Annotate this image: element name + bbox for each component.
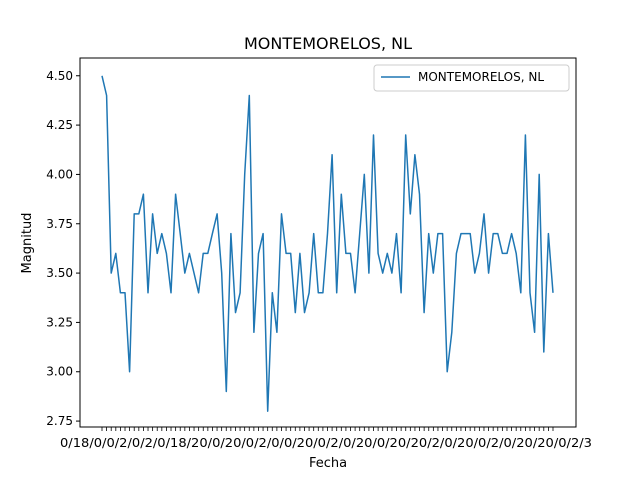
y-tick-label: 3.75	[46, 217, 73, 231]
y-tick-label: 3.50	[46, 266, 73, 280]
y-tick-label: 4.50	[46, 69, 73, 83]
y-tick-label: 3.00	[46, 365, 73, 379]
y-tick-label: 4.00	[46, 167, 73, 181]
legend-entry-montemorelos: MONTEMORELOS, NL	[418, 70, 544, 84]
x-axis: 0/18/0/0/2/0/2/0/18/20/0/20/0/2/0/0/20/0…	[60, 427, 592, 450]
legend: MONTEMORELOS, NL	[373, 64, 570, 92]
plot-area	[79, 57, 577, 428]
series-line-montemorelos	[101, 75, 554, 412]
x-tick-labels-overlapping: 0/18/0/0/2/0/2/0/18/20/0/20/0/2/0/0/20/0…	[60, 436, 592, 450]
y-axis: 2.75 3.00 3.25 3.50 3.75 4.00 4.25 4.50	[46, 69, 80, 428]
y-tick-label: 2.75	[46, 414, 73, 428]
y-tick-label: 3.25	[46, 315, 73, 329]
y-axis-label: Magnitud	[20, 213, 35, 274]
x-axis-label: Fecha	[309, 456, 347, 471]
y-tick-label: 4.25	[46, 118, 73, 132]
chart-title: MONTEMORELOS, NL	[244, 34, 412, 53]
legend-box	[373, 64, 570, 92]
